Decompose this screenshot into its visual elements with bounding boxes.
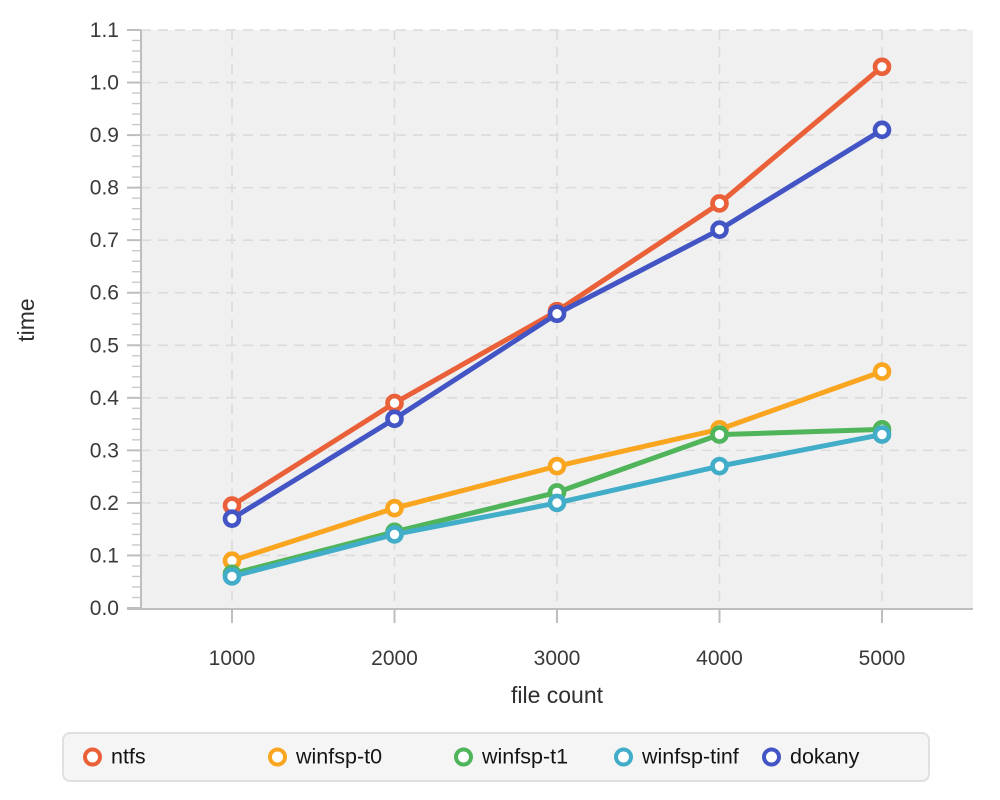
data-point-winfsp-t0-2000	[385, 498, 404, 518]
y-tick-label: 0.5	[90, 334, 119, 357]
data-point-dokany-3000	[547, 304, 567, 324]
data-point-winfsp-tinf-4000	[710, 456, 729, 476]
data-point-dokany-5000	[872, 120, 892, 140]
x-tick-label: 2000	[371, 647, 418, 670]
x-tick-label: 3000	[534, 647, 581, 670]
y-tick-label: 0.9	[90, 124, 119, 147]
chart-canvas: 0.0 0.1 0.2 0.3 0.4 0.5 0.6 0.7 0.8 0.9 1.0 1.1 1000…	[90, 19, 973, 670]
y-tick-label: 0.2	[90, 492, 119, 515]
data-point-ntfs-5000	[872, 57, 892, 77]
legend-label: winfsp-t1	[482, 744, 569, 769]
y-tick-label: 0.0	[90, 597, 119, 620]
y-axis-title: time	[13, 298, 39, 342]
x-tick-label: 5000	[859, 647, 906, 670]
data-point-ntfs-4000	[710, 194, 729, 213]
data-point-winfsp-tinf-2000	[385, 525, 404, 544]
y-tick-label: 0.1	[90, 544, 119, 567]
legend-marker-winfsp-tinf-icon	[614, 747, 633, 767]
y-tick-label: 1.0	[90, 72, 119, 95]
data-point-winfsp-t0-3000	[547, 456, 567, 476]
legend-item-ntfs: ntfs	[83, 745, 146, 770]
data-point-ntfs-2000	[385, 393, 404, 413]
y-tick-label: 0.4	[90, 387, 120, 410]
data-point-winfsp-t1-4000	[710, 425, 729, 444]
data-point-winfsp-tinf-5000	[872, 425, 892, 444]
y-tick-label: 0.7	[90, 229, 119, 252]
x-axis-title: file count	[510, 682, 604, 708]
legend-label: winfsp-tinf	[642, 744, 739, 769]
data-point-winfsp-tinf-1000	[222, 567, 242, 586]
legend-marker-ntfs-icon	[83, 747, 102, 767]
data-point-winfsp-t0-5000	[872, 362, 892, 381]
legend-marker-winfsp-t0-icon	[268, 747, 287, 767]
data-point-dokany-2000	[385, 409, 404, 429]
data-point-winfsp-tinf-3000	[547, 493, 567, 513]
y-tick-label: 0.6	[90, 282, 119, 305]
data-point-dokany-4000	[710, 220, 729, 239]
x-tick-label: 1000	[209, 647, 256, 670]
data-point-dokany-1000	[222, 509, 242, 528]
legend-item-winfsp-t0: winfsp-t0	[268, 745, 382, 770]
legend-label: dokany	[790, 744, 860, 769]
legend-marker-winfsp-t1-icon	[454, 747, 473, 767]
legend-item-winfsp-t1: winfsp-t1	[454, 745, 568, 770]
legend-label: winfsp-t0	[296, 744, 383, 769]
y-tick-label: 1.1	[90, 19, 119, 42]
legend-item-dokany: dokany	[762, 745, 859, 770]
x-tick-label: 4000	[696, 647, 743, 670]
y-tick-label: 0.3	[90, 439, 119, 462]
chart-legend: ntfs winfsp-t0 winfsp-t1 winfsp-tinf dokany	[62, 732, 930, 782]
y-tick-label: 0.8	[90, 177, 119, 200]
legend-marker-dokany-icon	[762, 747, 781, 767]
legend-item-winfsp-tinf: winfsp-tinf	[614, 745, 739, 770]
legend-label: ntfs	[111, 744, 146, 769]
